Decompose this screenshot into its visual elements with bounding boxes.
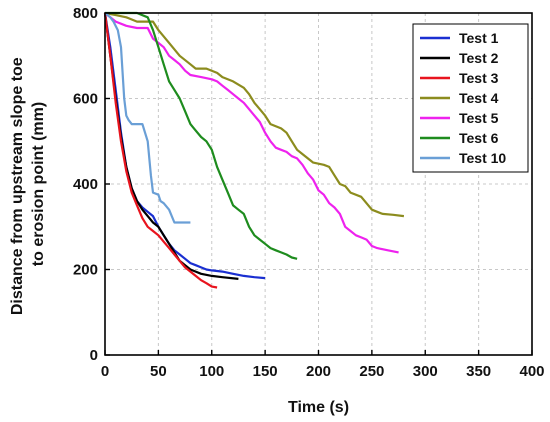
legend-label: Test 3 xyxy=(459,70,499,86)
y-tick-label: 0 xyxy=(90,347,98,364)
series-line-5 xyxy=(104,12,399,254)
y-axis-title-line-1: Distance from upstream slope toe xyxy=(9,57,26,315)
y-tick-label: 800 xyxy=(73,5,98,22)
x-axis-title: Time (s) xyxy=(288,399,349,416)
x-tick-label: 250 xyxy=(359,363,384,380)
legend-label: Test 6 xyxy=(459,130,499,146)
legend-label: Test 1 xyxy=(459,30,499,46)
legend-label: Test 4 xyxy=(459,90,499,106)
x-tick-label: 0 xyxy=(101,363,109,380)
x-tick-label: 200 xyxy=(306,363,331,380)
legend-label: Test 2 xyxy=(459,50,499,66)
y-tick-label: 400 xyxy=(73,176,98,193)
x-tick-label: 100 xyxy=(199,363,224,380)
x-tick-label: 50 xyxy=(150,363,167,380)
legend-label: Test 5 xyxy=(459,110,499,126)
x-tick-label: 300 xyxy=(413,363,438,380)
legend-label: Test 10 xyxy=(459,150,506,166)
x-tick-label: 400 xyxy=(519,363,544,380)
x-tick-label: 150 xyxy=(253,363,278,380)
legend: Test 1 Test 2 Test 3 Test 4 Test 5 Test 6 Test… xyxy=(412,23,529,173)
axis-ticks: 0 50 100 150 200 250 300 350 400 0 200 400 600 800 xyxy=(73,5,545,380)
y-tick-label: 600 xyxy=(73,91,98,108)
series-line-1 xyxy=(103,12,266,280)
y-axis-title-line-2: to erosion point (mm) xyxy=(30,102,47,266)
series-line-2 xyxy=(103,12,239,280)
series-line-7 xyxy=(104,12,191,224)
series-line-6 xyxy=(105,11,298,260)
series-layer xyxy=(103,11,405,289)
series-line-4 xyxy=(104,11,405,218)
series-line-3 xyxy=(103,12,218,289)
y-axis-title: Distance from upstream slope toe to eros… xyxy=(9,53,47,315)
x-tick-label: 350 xyxy=(466,363,491,380)
y-tick-label: 200 xyxy=(73,262,98,279)
